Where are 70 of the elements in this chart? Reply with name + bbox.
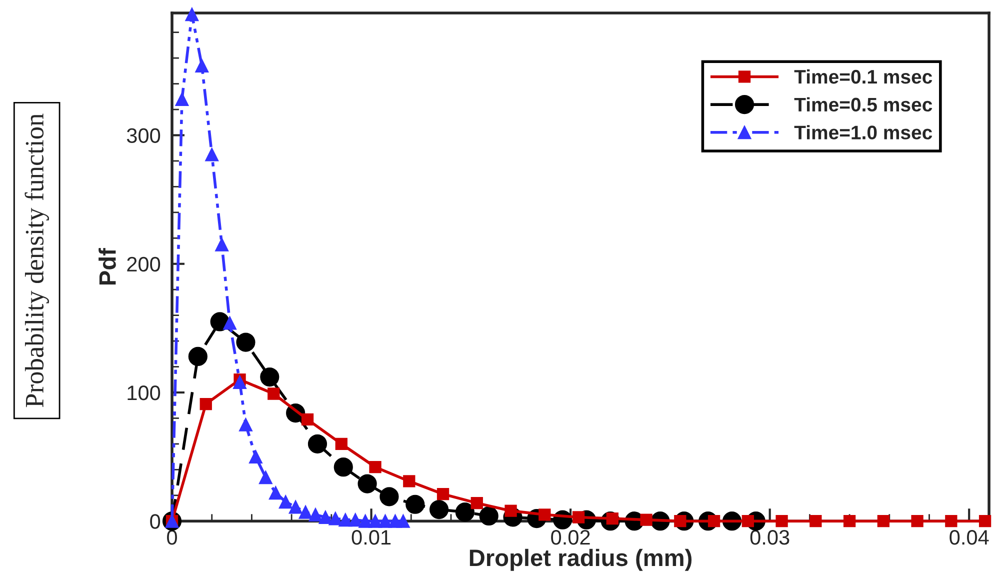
point <box>185 8 199 22</box>
point <box>742 515 754 528</box>
x-axis-title: Droplet radius (mm) <box>470 548 692 571</box>
point <box>843 515 856 528</box>
point <box>334 458 353 477</box>
point <box>258 470 272 484</box>
point <box>369 461 382 474</box>
point <box>978 515 992 528</box>
point <box>708 515 720 528</box>
point <box>236 332 256 352</box>
point <box>215 238 229 252</box>
point <box>358 474 377 494</box>
point <box>572 511 585 524</box>
point <box>338 513 352 527</box>
x-tick-label: 0.02 <box>551 530 590 545</box>
legend-label: Time=0.1 msec <box>794 69 932 84</box>
point <box>200 398 212 410</box>
x-tick-label: 0.03 <box>750 530 790 545</box>
point <box>278 495 292 509</box>
point <box>406 494 425 514</box>
point <box>328 512 342 526</box>
y-tick-label: 200 <box>127 256 160 272</box>
point <box>232 375 247 389</box>
point <box>776 515 788 528</box>
y-axis-title: Pdf <box>98 248 116 284</box>
point <box>308 508 322 522</box>
point <box>175 92 189 106</box>
point <box>368 514 382 528</box>
point <box>538 508 551 521</box>
point <box>429 500 449 520</box>
x-tick-label: 0.01 <box>352 530 391 545</box>
point <box>288 500 302 514</box>
point <box>396 514 410 528</box>
point <box>301 413 314 426</box>
point <box>335 438 348 450</box>
point <box>436 488 450 500</box>
point <box>308 434 328 454</box>
point <box>479 506 498 526</box>
legend-label: Time=1.0 msec <box>794 125 932 140</box>
point <box>358 514 372 528</box>
x-tick-label: 0.04 <box>950 530 989 545</box>
y-tick-label: 300 <box>126 128 160 143</box>
point <box>223 316 237 330</box>
point <box>911 515 924 528</box>
x-tick-label: 0 <box>167 530 177 545</box>
text: Probability density function <box>24 114 49 408</box>
point <box>810 515 822 528</box>
point <box>318 510 332 524</box>
point <box>640 514 652 526</box>
point <box>260 367 280 387</box>
point <box>195 58 209 73</box>
point <box>205 148 219 162</box>
point <box>877 515 890 528</box>
point <box>238 418 253 432</box>
point <box>380 487 399 506</box>
point <box>403 475 416 488</box>
y-tick-label: 100 <box>128 385 160 400</box>
point <box>298 505 312 519</box>
point <box>455 502 474 522</box>
point <box>470 497 483 510</box>
point <box>378 514 392 528</box>
point <box>248 450 262 464</box>
point <box>504 504 517 517</box>
legend-label: Time=0.5 msec <box>794 97 932 112</box>
point <box>268 486 282 500</box>
point <box>268 388 280 400</box>
y-tick-label: 0 <box>150 514 160 529</box>
point <box>348 513 362 527</box>
point <box>945 515 958 528</box>
point <box>188 346 208 366</box>
